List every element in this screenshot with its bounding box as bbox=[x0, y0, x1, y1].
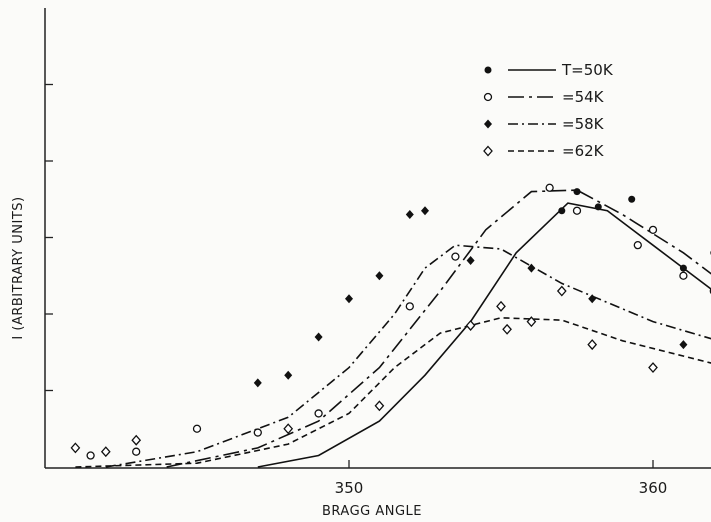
data-point bbox=[527, 263, 536, 273]
data-point bbox=[131, 434, 142, 446]
data-point bbox=[375, 271, 384, 281]
data-point bbox=[628, 195, 636, 203]
data-point bbox=[633, 240, 642, 250]
data-point bbox=[345, 294, 353, 304]
series-points bbox=[70, 183, 711, 460]
x-axis-label: BRAGG ANGLE bbox=[322, 504, 422, 519]
data-point bbox=[526, 316, 537, 328]
data-point bbox=[558, 207, 566, 215]
x-tick-label: 360 bbox=[639, 479, 668, 497]
data-point bbox=[594, 203, 602, 211]
legend-label: =54K bbox=[562, 88, 605, 106]
data-point bbox=[679, 264, 687, 272]
data-point bbox=[496, 300, 506, 312]
data-point bbox=[284, 370, 293, 380]
legend: T=50K =54K =58K =62K bbox=[483, 61, 614, 160]
data-point bbox=[556, 285, 567, 297]
legend-marker bbox=[484, 66, 492, 74]
data-point bbox=[679, 340, 688, 350]
data-point bbox=[100, 446, 111, 458]
data-point bbox=[314, 332, 323, 342]
data-point bbox=[374, 400, 385, 412]
legend-marker bbox=[483, 145, 493, 157]
data-point bbox=[283, 423, 294, 435]
series-line bbox=[257, 202, 711, 468]
legend-marker bbox=[483, 92, 493, 102]
series-line bbox=[166, 189, 711, 468]
data-point bbox=[572, 206, 582, 215]
legend-label: =58K bbox=[562, 115, 605, 133]
data-point bbox=[648, 225, 658, 235]
y-axis-label: I (ARBITRARY UNITS) bbox=[11, 196, 26, 339]
data-point bbox=[405, 210, 414, 220]
data-point bbox=[502, 323, 512, 335]
data-point bbox=[466, 255, 475, 265]
data-point bbox=[192, 424, 202, 433]
legend-label: =62K bbox=[562, 142, 605, 160]
x-tick-label: 350 bbox=[335, 479, 364, 497]
data-point bbox=[679, 271, 688, 280]
y-axis-ticks bbox=[45, 83, 53, 392]
data-point bbox=[421, 206, 429, 216]
legend-label: T=50K bbox=[561, 61, 614, 79]
data-point bbox=[253, 378, 262, 388]
data-point bbox=[451, 252, 460, 261]
data-point bbox=[648, 362, 658, 374]
data-point bbox=[588, 294, 597, 304]
series-curves bbox=[75, 189, 711, 468]
data-point bbox=[314, 409, 323, 418]
data-point bbox=[573, 188, 581, 196]
data-point bbox=[587, 339, 598, 351]
data-point bbox=[465, 319, 476, 331]
series-line bbox=[75, 316, 711, 468]
data-point bbox=[545, 183, 554, 192]
legend-marker bbox=[484, 119, 492, 129]
data-point bbox=[253, 428, 262, 437]
series-line bbox=[105, 244, 711, 468]
data-point bbox=[86, 451, 95, 460]
x-axis-ticks: 350360370380 bbox=[335, 460, 668, 497]
data-point bbox=[405, 302, 414, 311]
data-point bbox=[70, 442, 81, 454]
data-point bbox=[132, 447, 141, 456]
